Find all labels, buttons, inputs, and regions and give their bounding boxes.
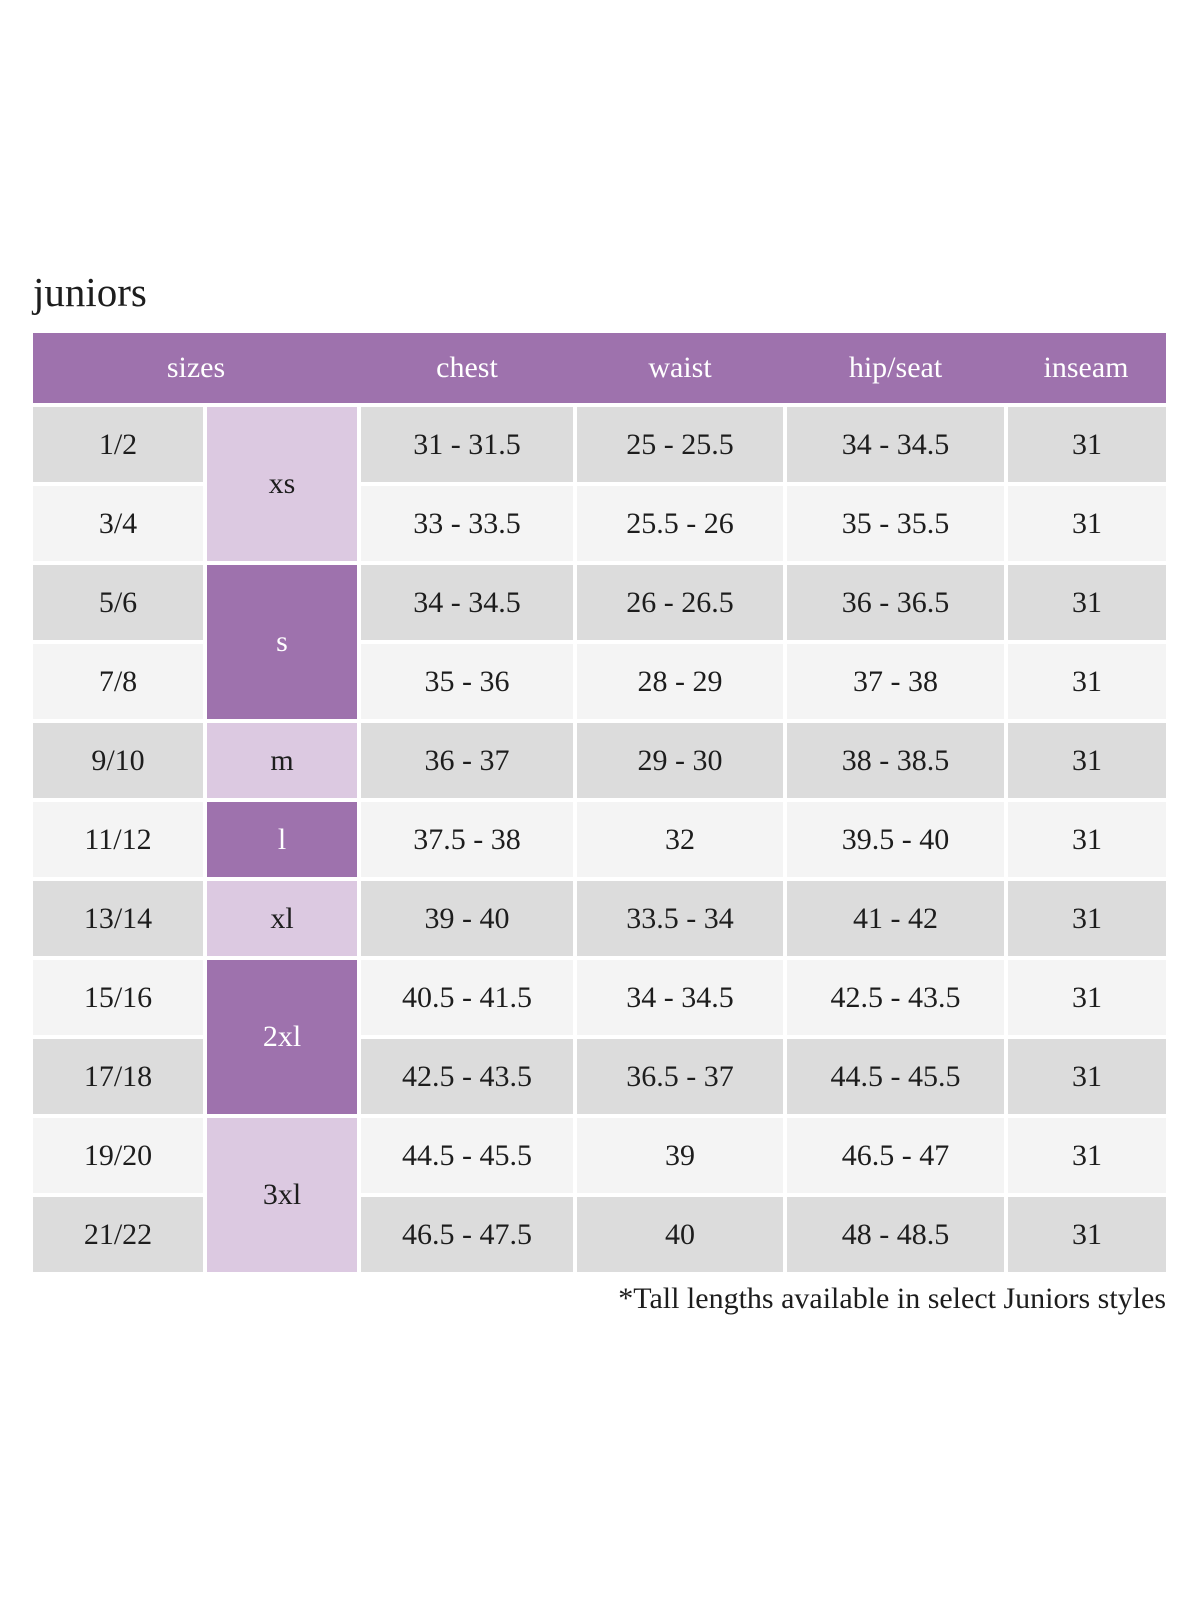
letter-size-cell: l <box>207 802 357 877</box>
inseam-cell: 31 <box>1008 486 1166 561</box>
hip-seat-cell: 44.5 - 45.5 <box>787 1039 1004 1114</box>
chest-cell: 46.5 - 47.5 <box>361 1197 573 1272</box>
inseam-cell: 31 <box>1008 1118 1166 1193</box>
size-cell: 3/4 <box>33 486 203 561</box>
size-cell: 11/12 <box>33 802 203 877</box>
column-header-hip-seat: hip/seat <box>848 351 943 384</box>
letter-size-cell: 3xl <box>207 1118 357 1272</box>
chest-cell: 33 - 33.5 <box>361 486 573 561</box>
letter-size-cell: 2xl <box>207 960 357 1114</box>
column-header-inseam: inseam <box>1043 351 1129 384</box>
waist-cell: 26 - 26.5 <box>577 565 783 640</box>
inseam-cell: 31 <box>1008 407 1166 482</box>
size-cell: 15/16 <box>33 960 203 1035</box>
size-cell: 1/2 <box>33 407 203 482</box>
column-header-sizes: sizes <box>166 351 226 384</box>
chest-cell: 31 - 31.5 <box>361 407 573 482</box>
waist-cell: 34 - 34.5 <box>577 960 783 1035</box>
waist-cell: 28 - 29 <box>577 644 783 719</box>
waist-cell: 33.5 - 34 <box>577 881 783 956</box>
chest-cell: 39 - 40 <box>361 881 573 956</box>
chest-cell: 42.5 - 43.5 <box>361 1039 573 1114</box>
waist-cell: 25 - 25.5 <box>577 407 783 482</box>
hip-seat-cell: 41 - 42 <box>787 881 1004 956</box>
letter-size-cell: s <box>207 565 357 719</box>
column-header-chest: chest <box>436 351 498 384</box>
chest-cell: 44.5 - 45.5 <box>361 1118 573 1193</box>
hip-seat-cell: 34 - 34.5 <box>787 407 1004 482</box>
size-cell: 5/6 <box>33 565 203 640</box>
inseam-cell: 31 <box>1008 881 1166 956</box>
inseam-cell: 31 <box>1008 1039 1166 1114</box>
letter-size-cell: m <box>207 723 357 798</box>
waist-cell: 32 <box>577 802 783 877</box>
column-header-waist: waist <box>648 351 712 384</box>
waist-cell: 25.5 - 26 <box>577 486 783 561</box>
juniors-size-table: sizes chest waist hip/seat inseam 1/2 31 … <box>33 333 1166 1272</box>
hip-seat-cell: 37 - 38 <box>787 644 1004 719</box>
waist-cell: 39 <box>577 1118 783 1193</box>
hip-seat-cell: 35 - 35.5 <box>787 486 1004 561</box>
inseam-cell: 31 <box>1008 723 1166 798</box>
size-cell: 21/22 <box>33 1197 203 1272</box>
chest-cell: 34 - 34.5 <box>361 565 573 640</box>
chest-cell: 35 - 36 <box>361 644 573 719</box>
inseam-cell: 31 <box>1008 644 1166 719</box>
chest-cell: 40.5 - 41.5 <box>361 960 573 1035</box>
inseam-cell: 31 <box>1008 960 1166 1035</box>
hip-seat-cell: 46.5 - 47 <box>787 1118 1004 1193</box>
letter-size-cell: xs <box>207 407 357 561</box>
hip-seat-cell: 42.5 - 43.5 <box>787 960 1004 1035</box>
inseam-cell: 31 <box>1008 565 1166 640</box>
tall-lengths-footnote: *Tall lengths available in select Junior… <box>618 1282 1166 1315</box>
size-table-body: 1/2 31 - 31.5 25 - 25.5 34 - 34.5 31 3/4 33 - … <box>33 407 1166 1272</box>
waist-cell: 40 <box>577 1197 783 1272</box>
chest-cell: 37.5 - 38 <box>361 802 573 877</box>
inseam-cell: 31 <box>1008 802 1166 877</box>
hip-seat-cell: 36 - 36.5 <box>787 565 1004 640</box>
chest-cell: 36 - 37 <box>361 723 573 798</box>
size-cell: 17/18 <box>33 1039 203 1114</box>
letter-size-cell: xl <box>207 881 357 956</box>
inseam-cell: 31 <box>1008 1197 1166 1272</box>
table-header-row: sizes chest waist hip/seat inseam <box>33 333 1166 403</box>
waist-cell: 29 - 30 <box>577 723 783 798</box>
page-title: juniors <box>33 269 147 315</box>
hip-seat-cell: 39.5 - 40 <box>787 802 1004 877</box>
size-cell: 19/20 <box>33 1118 203 1193</box>
waist-cell: 36.5 - 37 <box>577 1039 783 1114</box>
size-cell: 9/10 <box>33 723 203 798</box>
hip-seat-cell: 48 - 48.5 <box>787 1197 1004 1272</box>
hip-seat-cell: 38 - 38.5 <box>787 723 1004 798</box>
size-cell: 7/8 <box>33 644 203 719</box>
size-cell: 13/14 <box>33 881 203 956</box>
